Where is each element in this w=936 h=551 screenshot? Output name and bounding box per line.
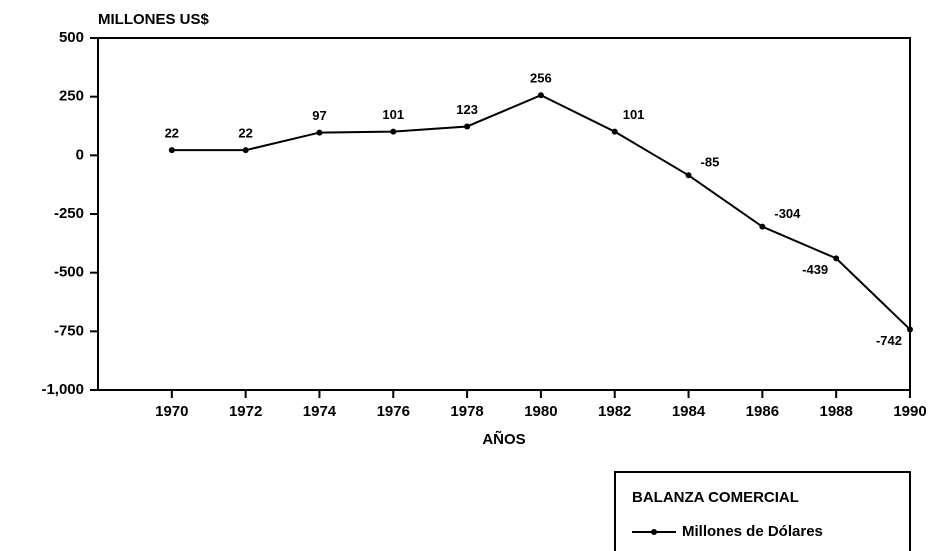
x-tick-label: 1982 (598, 403, 631, 420)
point (168, 147, 175, 154)
x-tick-label: 1984 (672, 403, 706, 420)
point (390, 128, 397, 135)
y-tick-label: 500 (59, 29, 84, 46)
point (242, 147, 249, 154)
x-tick-label: 1990 (893, 403, 926, 420)
data-label: -85 (701, 155, 720, 170)
legend-dot (651, 529, 657, 535)
data-label: 256 (530, 71, 552, 86)
x-tick-label: 1972 (229, 403, 262, 420)
x-tick-label: 1988 (819, 403, 852, 420)
x-tick-label: 1976 (377, 403, 410, 420)
x-tick-label: 1978 (450, 403, 483, 420)
point (685, 172, 692, 179)
y-tick-label: -500 (54, 264, 84, 281)
data-label: 22 (238, 126, 252, 141)
data-label: -742 (876, 333, 902, 348)
legend-label: Millones de Dólares (682, 523, 823, 540)
legend-box (614, 471, 911, 551)
point (611, 128, 618, 135)
x-tick-label: 1974 (303, 403, 337, 420)
y-tick-label: -750 (54, 322, 84, 339)
legend-title: BALANZA COMERCIAL (632, 489, 799, 506)
data-label: 22 (165, 126, 179, 141)
x-tick-label: 1970 (155, 403, 188, 420)
point (537, 92, 544, 99)
y-axis-label: MILLONES US$ (98, 11, 210, 28)
y-tick-label: -1,000 (41, 381, 84, 398)
point (833, 255, 840, 262)
y-tick-label: 0 (76, 146, 84, 163)
data-label: -304 (774, 206, 801, 221)
data-label: 101 (382, 107, 404, 122)
x-tick-label: 1986 (746, 403, 779, 420)
point (316, 129, 323, 136)
point (759, 223, 766, 230)
y-tick-label: 250 (59, 88, 84, 105)
data-label: -439 (802, 262, 828, 277)
data-label: 97 (312, 108, 326, 123)
y-tick-label: -250 (54, 205, 84, 222)
data-label: 123 (456, 102, 478, 117)
point (907, 326, 913, 333)
point (464, 123, 471, 130)
x-axis-label: AÑOS (482, 430, 525, 448)
data-label: 101 (623, 107, 645, 122)
x-tick-label: 1980 (524, 403, 557, 420)
